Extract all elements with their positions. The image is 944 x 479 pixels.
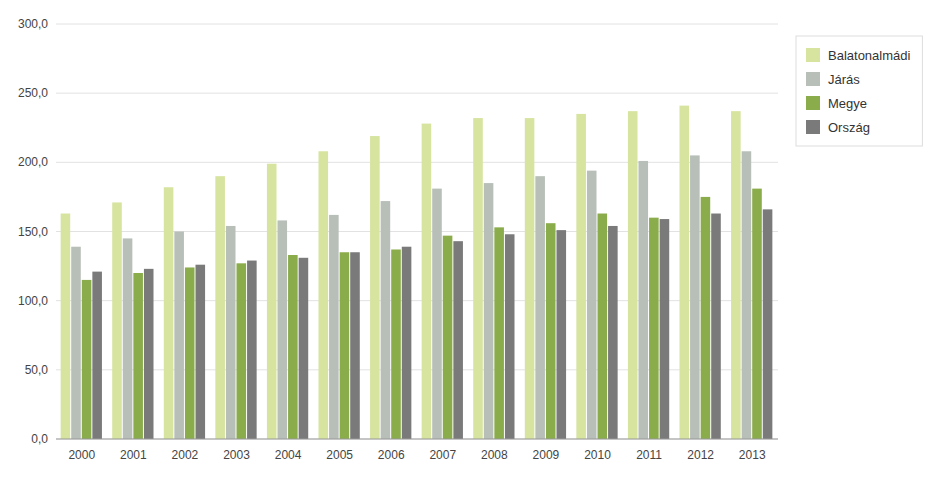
x-tick-label: 2000	[68, 448, 95, 462]
bar: Balatonalmádi 2011: 237	[628, 111, 638, 439]
bar: Megye 2011: 160	[649, 218, 659, 439]
bar: Ország 2004: 131	[299, 258, 309, 439]
bar: Ország 2013: 166	[763, 209, 773, 439]
grid-line	[56, 439, 778, 440]
bar: Járás 2011: 201	[638, 161, 648, 439]
y-tick-label: 250,0	[18, 86, 48, 100]
bar: Balatonalmádi 2000: 163	[61, 214, 71, 439]
bar: Ország 2008: 148	[505, 234, 515, 439]
grid-line	[56, 24, 778, 25]
bar: Megye 2008: 153	[494, 227, 504, 439]
legend-label: Ország	[828, 120, 870, 135]
bar: Járás 2007: 181	[432, 189, 442, 439]
bar: Megye 2005: 135	[340, 252, 350, 439]
y-tick-label: 50,0	[25, 363, 49, 377]
bar: Ország 2007: 143	[453, 241, 463, 439]
legend-label: Megye	[828, 96, 867, 111]
bar: Balatonalmádi 2007: 228	[422, 124, 432, 439]
legend-swatch	[806, 120, 820, 134]
bar: Balatonalmádi 2005: 208	[318, 151, 328, 439]
bar: Balatonalmádi 2008: 232	[473, 118, 483, 439]
bar: Balatonalmádi 2002: 182	[164, 187, 174, 439]
bar: Járás 2009: 190	[535, 176, 545, 439]
bar: Balatonalmádi 2001: 171	[112, 202, 122, 439]
bar: Járás 2001: 145	[123, 238, 133, 439]
legend-swatch	[806, 48, 820, 62]
bar-series: Járás 2000: 139 Járás 2001: 145 Járás 2002…	[71, 151, 751, 439]
x-tick-label: 2013	[739, 448, 766, 462]
bar: Járás 2005: 162	[329, 215, 339, 439]
bar: Megye 2013: 181	[752, 189, 762, 439]
bar: Megye 2001: 120	[133, 273, 143, 439]
y-tick-label: 0,0	[31, 432, 48, 446]
legend-label: Balatonalmádi	[828, 48, 910, 63]
bar: Ország 2002: 126	[196, 265, 206, 439]
bar-series: Balatonalmádi 2000: 163 Balatonalmádi 200…	[61, 106, 741, 439]
bar: Járás 2000: 139	[71, 247, 81, 439]
legend-box	[796, 36, 922, 146]
bar: Megye 2012: 175	[701, 197, 711, 439]
bar: Balatonalmádi 2009: 232	[525, 118, 535, 439]
legend-swatch	[806, 96, 820, 110]
bar: Balatonalmádi 2010: 235	[576, 114, 586, 439]
bar: Megye 2000: 115	[82, 280, 92, 439]
x-tick-label: 2003	[223, 448, 250, 462]
x-tick-label: 2008	[481, 448, 508, 462]
bar: Járás 2010: 194	[587, 171, 597, 439]
x-tick-label: 2007	[429, 448, 456, 462]
bar: Járás 2008: 185	[484, 183, 494, 439]
bar: Járás 2006: 172	[381, 201, 391, 439]
bar-series: Ország 2000: 121 Ország 2001: 123 Ország 2…	[92, 209, 772, 439]
bar: Járás 2002: 150	[174, 232, 184, 440]
bar: Balatonalmádi 2006: 219	[370, 136, 380, 439]
y-tick-label: 150,0	[18, 225, 48, 239]
grid-line	[56, 162, 778, 163]
bar: Megye 2010: 163	[598, 214, 608, 439]
x-tick-label: 2010	[584, 448, 611, 462]
x-tick-label: 2002	[172, 448, 199, 462]
x-tick-label: 2005	[326, 448, 353, 462]
bar: Balatonalmádi 2013: 237	[731, 111, 741, 439]
legend-swatch	[806, 72, 820, 86]
grid-line	[56, 93, 778, 94]
bar: Megye 2009: 156	[546, 223, 556, 439]
x-tick-label: 2006	[378, 448, 405, 462]
bar: Ország 2000: 121	[92, 272, 102, 439]
bar: Járás 2012: 205	[690, 155, 700, 439]
grid	[56, 24, 778, 439]
legend: Balatonalmádi Járás Megye Ország	[796, 36, 922, 146]
bar: Ország 2001: 123	[144, 269, 154, 439]
bar: Járás 2013: 208	[742, 151, 752, 439]
bar: Balatonalmádi 2012: 241	[679, 106, 689, 439]
bar: Ország 2005: 135	[350, 252, 360, 439]
bar: Megye 2007: 147	[443, 236, 453, 439]
bar: Balatonalmádi 2004: 199	[267, 164, 277, 439]
bar: Ország 2011: 159	[660, 219, 670, 439]
bar: Ország 2009: 151	[557, 230, 567, 439]
bar-series: Megye 2000: 115 Megye 2001: 120 Megye 2002…	[82, 189, 762, 439]
legend-label: Járás	[828, 72, 860, 87]
x-axis-line	[56, 439, 778, 440]
bar: Megye 2004: 133	[288, 255, 298, 439]
bar: Járás 2004: 158	[277, 220, 287, 439]
x-tick-label: 2004	[275, 448, 302, 462]
bar: Ország 2012: 163	[711, 214, 721, 439]
x-tick-label: 2012	[687, 448, 714, 462]
y-tick-label: 100,0	[18, 294, 48, 308]
x-tick-label: 2001	[120, 448, 147, 462]
bars: Balatonalmádi 2000: 163 Balatonalmádi 200…	[61, 106, 773, 439]
x-tick-label: 2009	[533, 448, 560, 462]
x-tick-label: 2011	[636, 448, 662, 462]
bar: Ország 2010: 154	[608, 226, 618, 439]
y-tick-label: 300,0	[18, 17, 48, 31]
chart: 0,0 50,0 100,0 150,0 200,0 250,0 300,0 Balatona…	[0, 0, 944, 479]
bar: Ország 2003: 129	[247, 261, 257, 439]
bar: Járás 2003: 154	[226, 226, 236, 439]
bar: Megye 2002: 124	[185, 267, 195, 439]
bar: Megye 2003: 127	[237, 263, 247, 439]
bar: Megye 2006: 137	[391, 249, 401, 439]
bar: Ország 2006: 139	[402, 247, 412, 439]
y-tick-label: 200,0	[18, 155, 48, 169]
bar: Balatonalmádi 2003: 190	[215, 176, 225, 439]
